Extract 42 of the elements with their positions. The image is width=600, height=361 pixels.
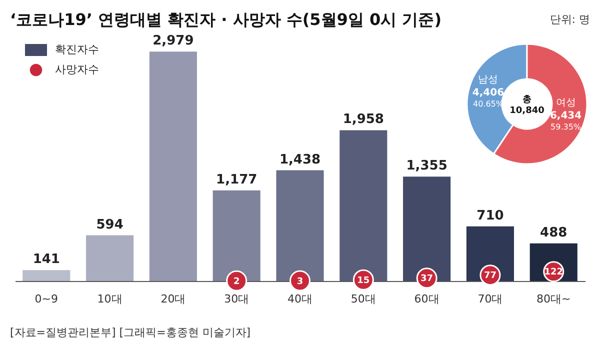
data-label: 1,958 (342, 112, 384, 128)
slice-label: 남성 (478, 74, 498, 86)
data-label: 15 (357, 276, 370, 286)
text: 59.35% (550, 122, 582, 132)
x-tick-label: 10대 (97, 292, 122, 306)
data-label: 77 (484, 271, 496, 282)
data-label: 6,434 (550, 110, 582, 122)
point (226, 270, 248, 292)
x-tick-label: 40대 (288, 292, 312, 306)
x-tick-label: 50대 (350, 292, 376, 306)
bar (403, 176, 451, 281)
data-label: 710 (476, 208, 504, 224)
x-tick-label: 60대 (414, 292, 440, 306)
data-label: 488 (540, 225, 568, 240)
text: [자료=질병관리본부] [그래픽=홍종현 미술기자] (10, 326, 251, 339)
x-tick-label: 30대 (224, 292, 250, 306)
x-tick-label: 80대~ (536, 292, 571, 306)
chart-title: ‘코로나19’ 연령대별 확진자 · 사망자 수(5월9일 0시 기준) (10, 10, 442, 29)
data-label: 141 (32, 252, 60, 268)
data-label: 2,979 (152, 34, 194, 49)
data-label: 2 (233, 276, 240, 287)
bar (22, 270, 70, 281)
data-label: 594 (96, 217, 124, 232)
data-label: 3 (296, 276, 304, 287)
data-label: 4,406 (472, 87, 504, 98)
legend-label: 확진자수 (55, 43, 99, 56)
data-label: 1,438 (279, 152, 321, 168)
data-label: 37 (420, 274, 434, 284)
text: 단위: 명 (550, 13, 590, 26)
slice-label: 여성 (556, 98, 576, 109)
point (290, 270, 310, 292)
text: 40.65% (472, 99, 504, 108)
legend-label: 사망자수 (55, 63, 99, 76)
data-label: 1,177 (216, 172, 258, 188)
x-tick-label: 70대 (478, 292, 503, 306)
data-label: 122 (544, 268, 564, 278)
bar (149, 52, 197, 281)
x-tick-label: 20대 (160, 292, 186, 306)
bar (86, 235, 134, 281)
data-label: 1,355 (406, 158, 448, 174)
annotation: 총 10,840 (510, 95, 544, 116)
x-tick-label: 0~9 (34, 292, 58, 306)
